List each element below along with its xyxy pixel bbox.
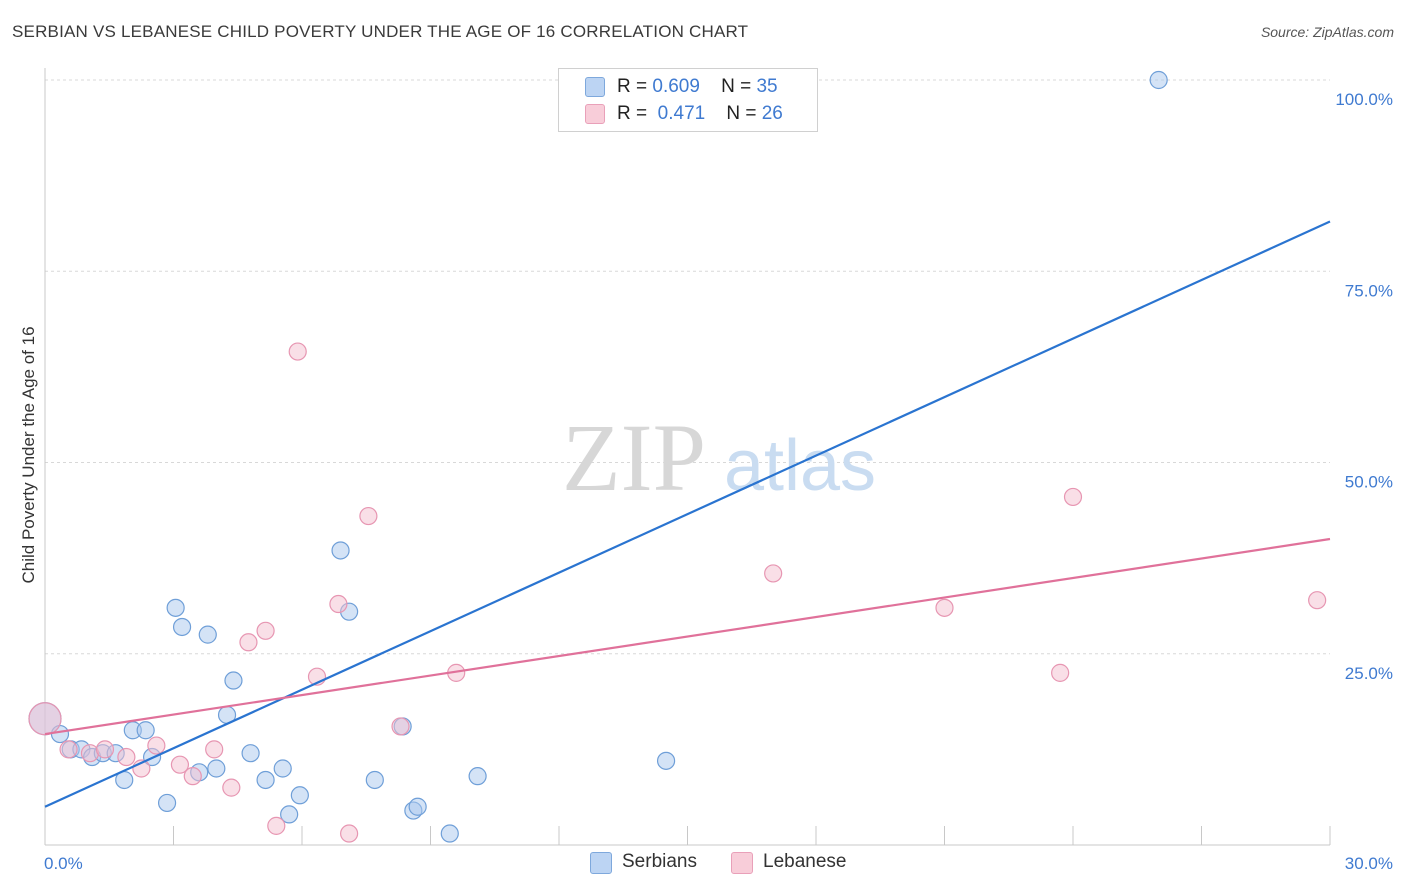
data-point-serbians bbox=[331, 541, 350, 560]
legend-swatch-serbians bbox=[585, 77, 605, 97]
data-point-lebanese bbox=[205, 740, 224, 759]
legend-r-value-serbians: 0.609 bbox=[652, 76, 700, 97]
data-point-lebanese bbox=[222, 778, 241, 797]
source-label: Source: ZipAtlas.com bbox=[1260, 24, 1394, 40]
y-tick-label: 50.0% bbox=[1345, 473, 1393, 492]
x-tick-max: 30.0% bbox=[1345, 854, 1393, 873]
bottom-legend-swatch-serbians bbox=[590, 852, 612, 874]
data-point-serbians bbox=[224, 671, 243, 690]
data-point-serbians bbox=[136, 721, 155, 740]
data-point-serbians bbox=[280, 805, 299, 824]
data-point-lebanese bbox=[340, 824, 359, 843]
bottom-legend-swatch-lebanese bbox=[731, 852, 753, 874]
data-point-lebanese bbox=[117, 747, 136, 767]
legend-n-value-serbians: 35 bbox=[756, 76, 778, 97]
data-point-serbians bbox=[468, 767, 487, 786]
x-tick-min: 0.0% bbox=[44, 854, 83, 873]
data-point-lebanese bbox=[359, 506, 378, 526]
data-point-serbians bbox=[172, 617, 192, 637]
axis-layer: 25.0% 50.0% 75.0% 100.0% bbox=[44, 68, 1393, 846]
data-point-serbians bbox=[440, 824, 459, 843]
y-axis-label: Child Poverty Under the Age of 16 bbox=[19, 326, 38, 583]
data-point-lebanese bbox=[239, 633, 258, 652]
data-point-serbians bbox=[198, 625, 217, 644]
data-point-serbians bbox=[256, 770, 275, 790]
data-point-serbians bbox=[290, 786, 309, 805]
data-point-lebanese bbox=[256, 621, 275, 640]
watermark: ZIP atlas bbox=[562, 404, 876, 511]
data-point-lebanese bbox=[170, 755, 190, 774]
data-point-lebanese bbox=[329, 594, 348, 614]
legend-stats-lebanese: R = 0.471 N = 26 bbox=[617, 103, 783, 125]
y-tick-label: 75.0% bbox=[1345, 281, 1393, 300]
points-layer bbox=[28, 70, 1327, 843]
legend-r-label: R = bbox=[617, 103, 648, 124]
data-point-lebanese bbox=[1051, 663, 1070, 682]
watermark-zip: ZIP bbox=[562, 404, 706, 511]
data-point-lebanese bbox=[935, 598, 954, 617]
regression-line-lebanese bbox=[44, 537, 1331, 736]
data-point-lebanese bbox=[391, 717, 410, 736]
data-point-serbians bbox=[207, 759, 226, 778]
data-point-serbians bbox=[273, 759, 292, 778]
bottom-legend-label-serbians: Serbians bbox=[622, 851, 697, 872]
legend-n-value-lebanese: 26 bbox=[761, 103, 783, 124]
legend-stats-serbians: R = 0.609 N = 35 bbox=[617, 76, 778, 98]
data-point-lebanese bbox=[288, 342, 307, 361]
data-point-serbians bbox=[157, 793, 177, 813]
data-point-lebanese bbox=[59, 740, 78, 759]
data-point-serbians bbox=[1149, 70, 1168, 90]
data-point-serbians bbox=[241, 744, 260, 763]
legend-swatch-lebanese bbox=[585, 104, 605, 124]
data-point-lebanese bbox=[147, 736, 166, 755]
legend-r-label: R = bbox=[617, 76, 648, 97]
data-point-lebanese bbox=[764, 564, 783, 583]
data-point-lebanese bbox=[183, 767, 202, 786]
data-point-lebanese bbox=[1308, 591, 1327, 610]
data-point-lebanese bbox=[1063, 487, 1083, 507]
legend-n-label: N = bbox=[721, 76, 752, 97]
y-tick-label: 25.0% bbox=[1345, 664, 1393, 683]
regression-lines bbox=[44, 220, 1331, 808]
data-point-serbians bbox=[656, 751, 676, 770]
legend-n-label: N = bbox=[726, 103, 757, 124]
legend-r-value-lebanese: 0.471 bbox=[657, 103, 706, 124]
data-point-lebanese bbox=[267, 816, 286, 835]
chart-title: SERBIAN VS LEBANESE CHILD POVERTY UNDER … bbox=[12, 22, 749, 41]
data-point-serbians bbox=[408, 797, 427, 816]
data-point-lebanese bbox=[80, 744, 100, 763]
data-point-serbians bbox=[365, 770, 384, 790]
bottom-legend-label-lebanese: Lebanese bbox=[763, 851, 847, 872]
regression-line-serbians bbox=[44, 220, 1331, 808]
data-point-lebanese bbox=[95, 740, 115, 759]
y-tick-label: 100.0% bbox=[1335, 90, 1393, 109]
data-point-serbians bbox=[166, 598, 185, 617]
data-point-lebanese bbox=[28, 702, 62, 736]
stats-legend: R = 0.609 N = 35 R = 0.471 N = 26 bbox=[558, 68, 818, 132]
